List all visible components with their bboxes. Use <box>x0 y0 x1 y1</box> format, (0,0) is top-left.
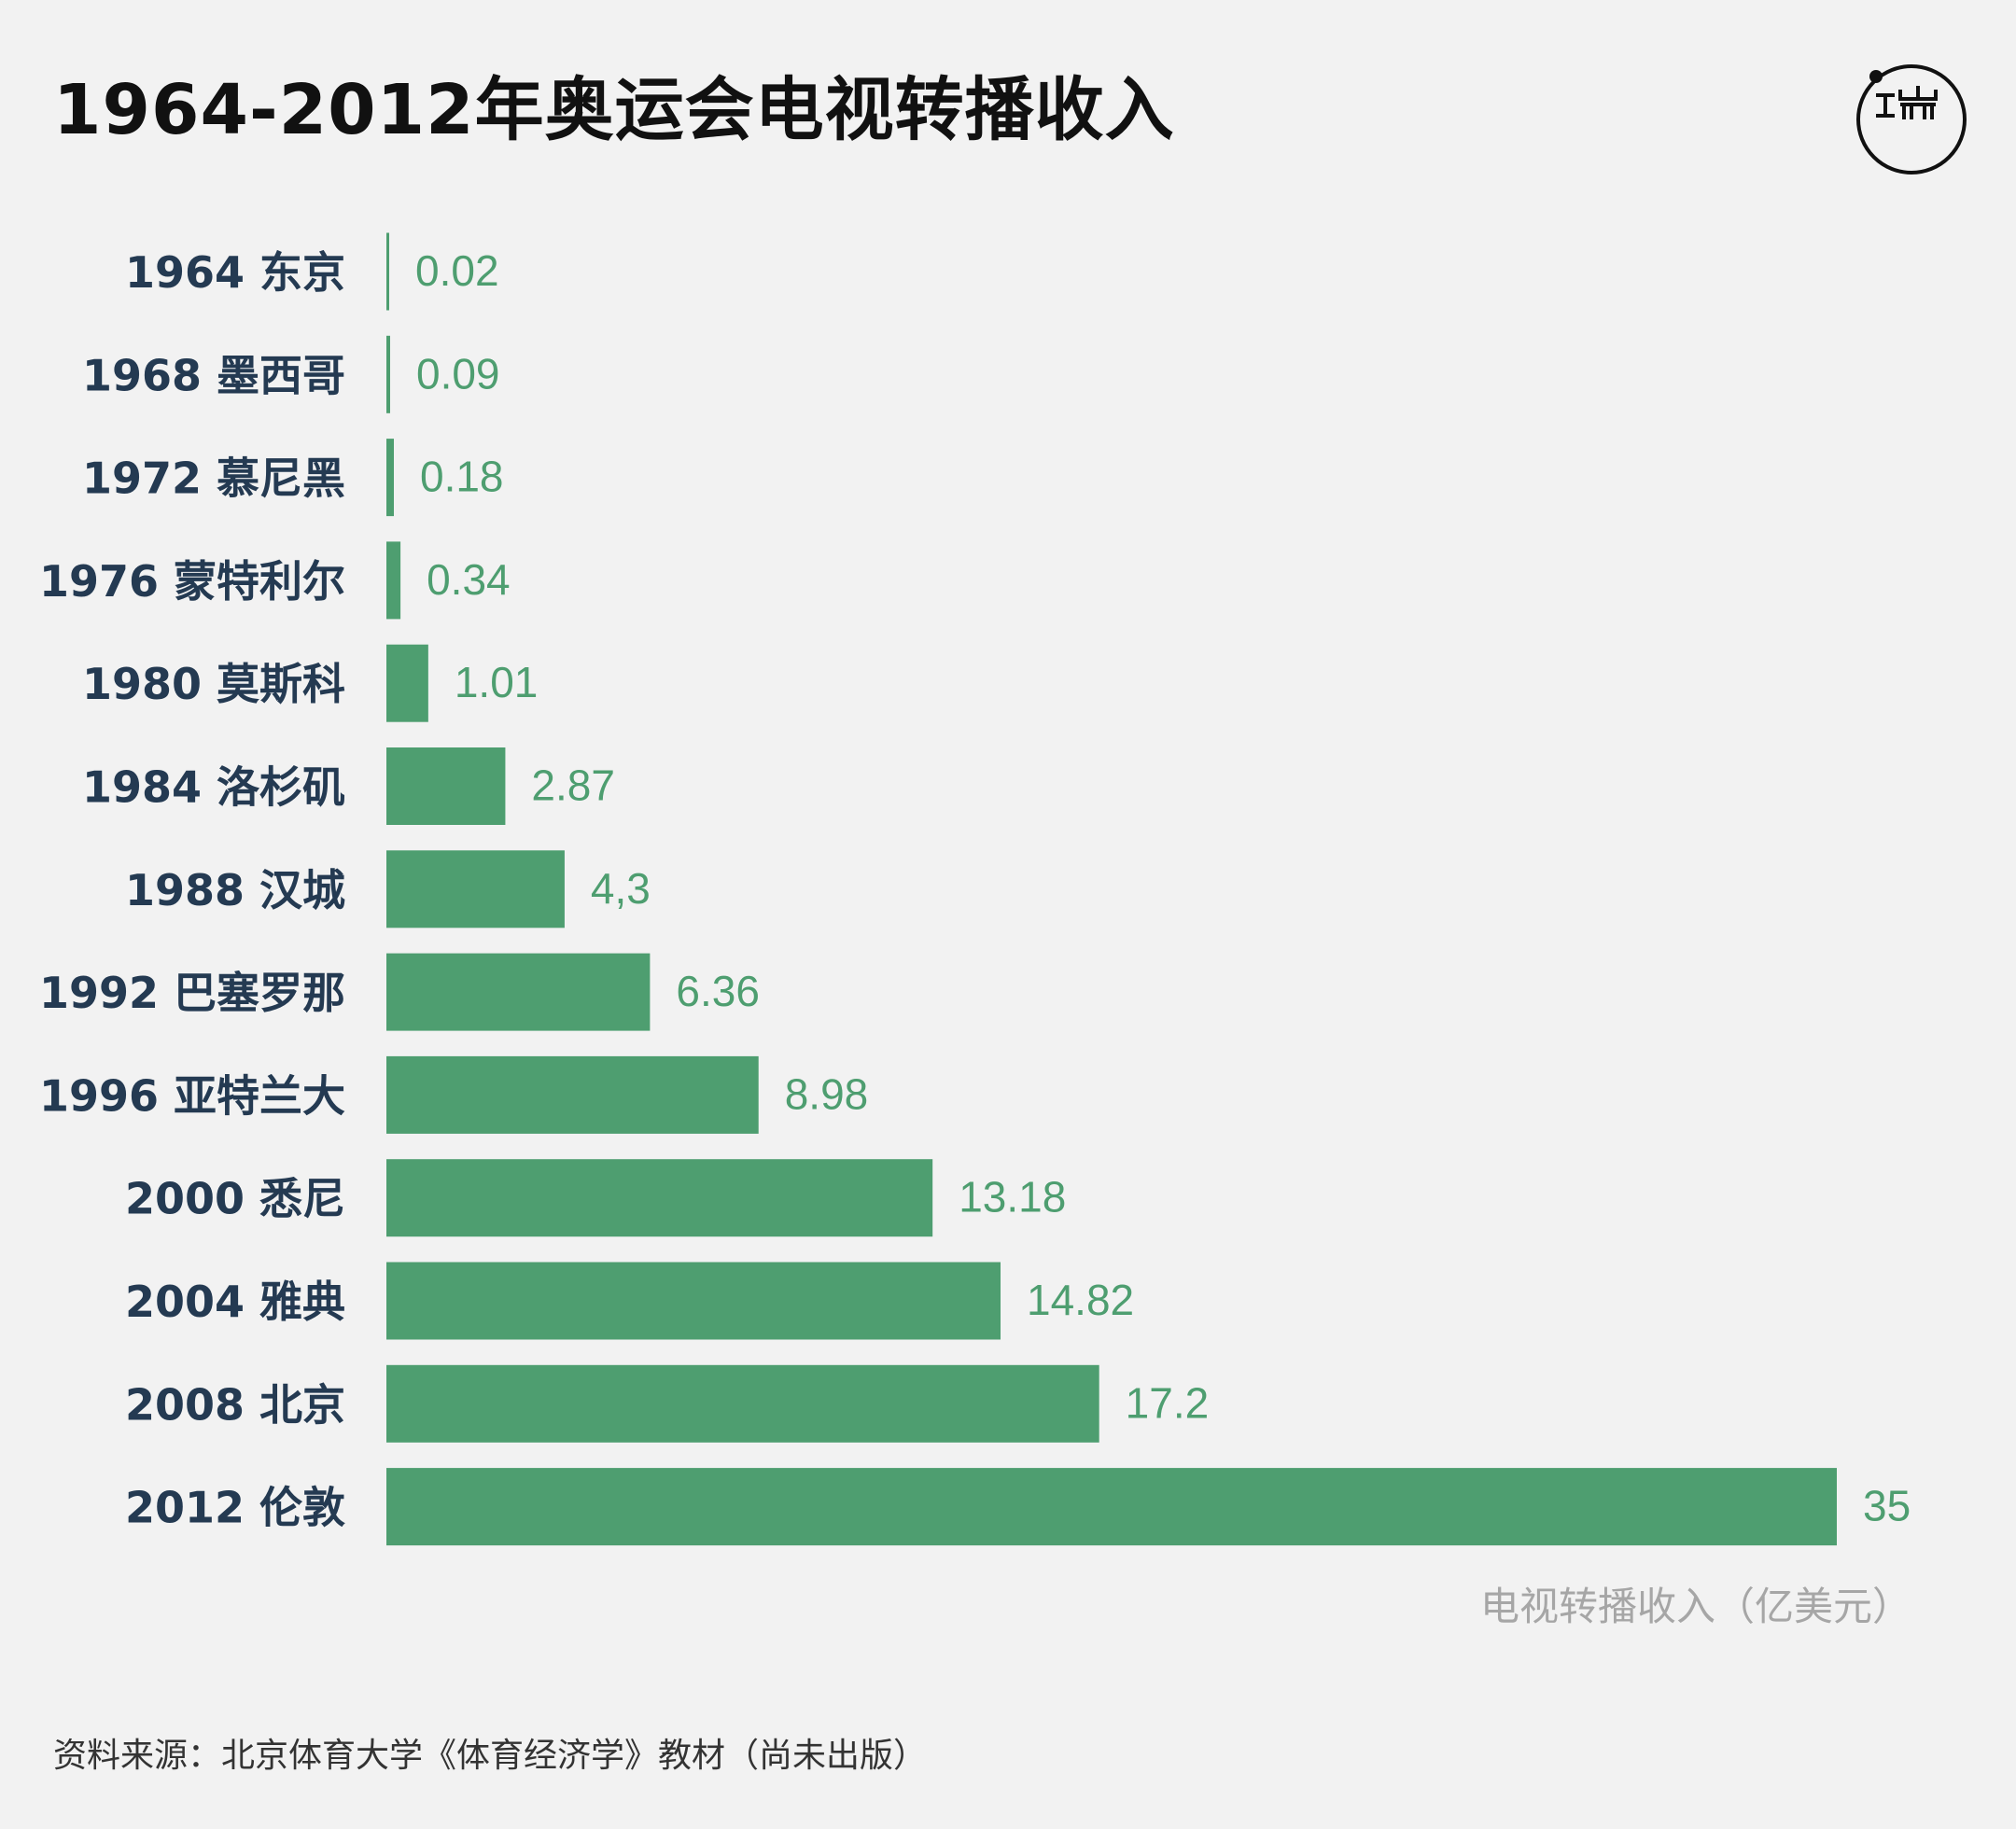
bar-5 <box>386 747 506 825</box>
category-label-6: 1988 汉城 <box>125 865 345 915</box>
bar-8 <box>386 1055 759 1134</box>
bar-10 <box>386 1262 1001 1340</box>
value-label-9: 13.18 <box>959 1173 1066 1222</box>
theinitium-logo-icon <box>1856 64 1967 175</box>
value-label-8: 8.98 <box>785 1069 869 1118</box>
value-label-0: 0.02 <box>415 246 499 295</box>
x-axis-label: 电视转播收入（亿美元） <box>1479 1584 1911 1629</box>
bar-9 <box>386 1159 933 1237</box>
category-label-7: 1992 巴塞罗那 <box>39 968 345 1018</box>
source-note: 资料来源：北京体育大学《体育经济学》教材（尚未出版） <box>53 1737 928 1775</box>
bar-2 <box>386 439 394 517</box>
category-label-10: 2004 雅典 <box>125 1277 345 1327</box>
value-label-5: 2.87 <box>531 761 615 810</box>
value-label-3: 0.34 <box>427 555 511 604</box>
bar-6 <box>386 850 565 928</box>
category-label-12: 2012 伦敦 <box>125 1483 345 1533</box>
value-label-6: 4,3 <box>591 864 651 913</box>
bar-0 <box>386 232 389 311</box>
bar-11 <box>386 1364 1099 1443</box>
category-label-5: 1984 洛杉矶 <box>82 762 345 813</box>
chart-title: 1964-2012年奥运会电视转播收入 <box>53 70 1175 150</box>
category-label-9: 2000 悉尼 <box>125 1174 345 1224</box>
category-label-1: 1968 墨西哥 <box>82 350 345 400</box>
value-label-11: 17.2 <box>1126 1378 1210 1427</box>
category-label-4: 1980 莫斯科 <box>82 659 345 709</box>
bar-7 <box>386 953 651 1031</box>
value-label-2: 0.18 <box>420 453 504 501</box>
bar-12 <box>386 1468 1837 1546</box>
category-label-11: 2008 北京 <box>125 1379 345 1430</box>
bar-1 <box>386 335 390 413</box>
value-label-12: 35 <box>1863 1482 1911 1530</box>
bar-4 <box>386 644 428 722</box>
category-label-0: 1964 东京 <box>125 247 345 298</box>
category-label-3: 1976 蒙特利尔 <box>39 556 345 607</box>
bar-3 <box>386 541 401 620</box>
value-label-1: 0.09 <box>416 349 500 398</box>
value-label-10: 14.82 <box>1027 1276 1134 1324</box>
value-label-7: 6.36 <box>676 967 760 1015</box>
bar-chart: 1964 东京 0.02 1968 墨西哥 0.09 1972 慕尼黑 0.18 1976 … <box>39 232 1911 1546</box>
category-label-2: 1972 慕尼黑 <box>82 454 345 504</box>
value-label-4: 1.01 <box>455 658 539 706</box>
category-label-8: 1996 亚特兰大 <box>39 1070 345 1121</box>
